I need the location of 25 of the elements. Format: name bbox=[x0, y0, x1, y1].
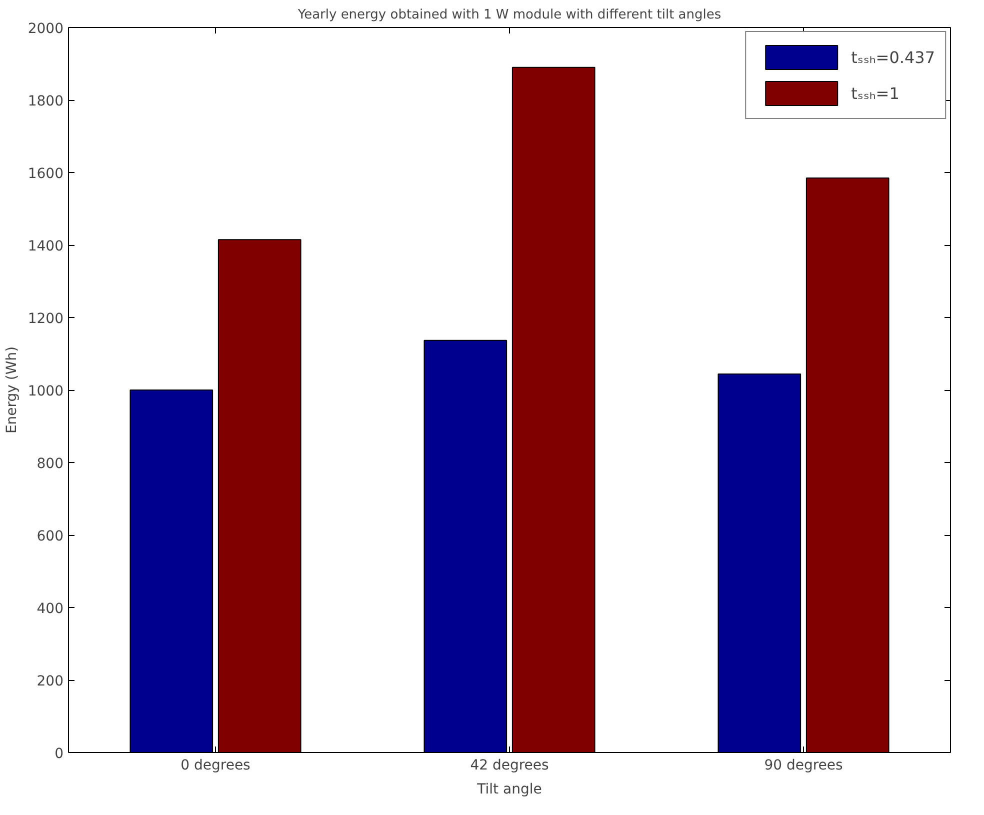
bar bbox=[718, 374, 802, 752]
y-tick-label: 1400 bbox=[28, 238, 64, 254]
x-tick-label: 42 degrees bbox=[470, 758, 549, 774]
y-tick-label: 1000 bbox=[28, 384, 64, 400]
y-tick-label: 1800 bbox=[28, 94, 64, 110]
x-tick-label: 90 degrees bbox=[764, 758, 843, 774]
y-tick-label: 600 bbox=[36, 528, 64, 544]
y-tick-label: 400 bbox=[36, 601, 64, 617]
bar bbox=[218, 239, 302, 752]
bar bbox=[424, 340, 508, 752]
y-tick-label: 1600 bbox=[28, 166, 64, 182]
bar bbox=[512, 66, 596, 752]
y-tick-label: 200 bbox=[36, 674, 64, 690]
y-tick-label: 0 bbox=[54, 746, 64, 762]
y-tick-label: 800 bbox=[36, 456, 64, 472]
bar bbox=[806, 177, 890, 752]
y-axis-title: Energy (Wh) bbox=[4, 346, 20, 434]
x-axis-title: Tilt angle bbox=[476, 782, 542, 798]
legend-label: tₛₛₕ=1 bbox=[851, 84, 900, 102]
legend-label: tₛₛₕ=0.437 bbox=[851, 48, 935, 66]
x-tick-label: 0 degrees bbox=[180, 758, 250, 774]
y-tick-label: 2000 bbox=[28, 21, 64, 37]
bar bbox=[130, 390, 214, 752]
y-tick-label: 1200 bbox=[28, 311, 64, 327]
chart-title: Yearly energy obtained with 1 W module with different tilt angles bbox=[296, 8, 722, 22]
